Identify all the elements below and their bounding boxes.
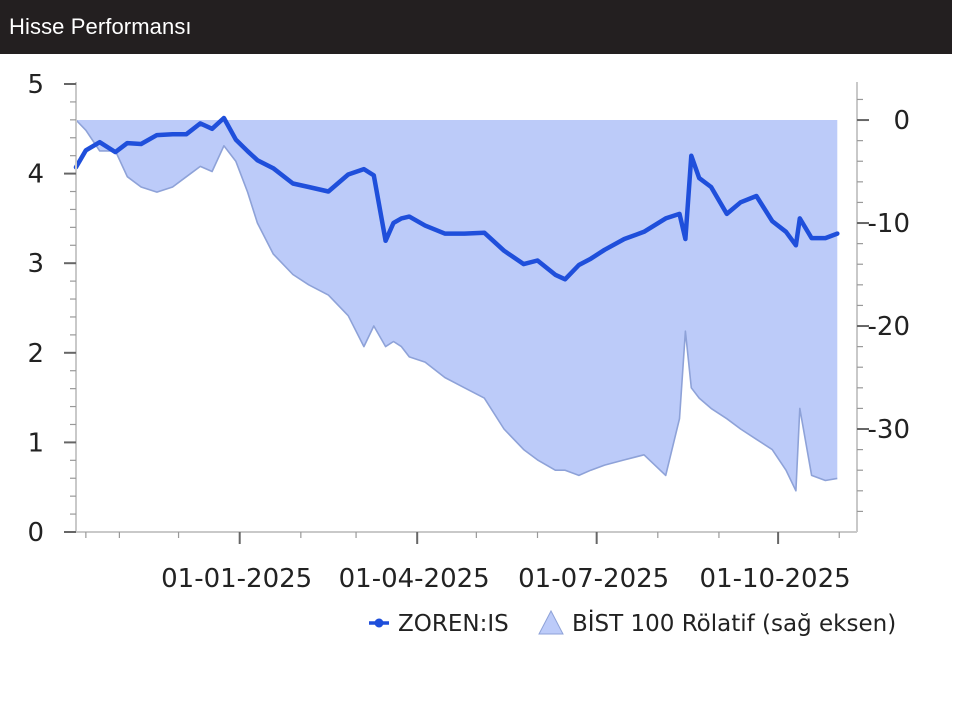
x-tick-label: 01-04-2025 <box>339 564 490 594</box>
performance-chart: 0 1 2 3 4 5 0 -10 -20 -30 01-01-2025 01-04-2025 01-0… <box>27 70 910 637</box>
legend-label-bist100: BİST 100 Rölatif (sağ eksen) <box>572 609 896 637</box>
x-tick-label: 01-01-2025 <box>161 564 312 594</box>
left-tick-label: 4 <box>27 160 44 190</box>
x-tick-label: 01-07-2025 <box>518 564 669 594</box>
left-tick-label: 5 <box>27 70 44 100</box>
x-tick-label: 01-10-2025 <box>700 564 851 594</box>
zoren-price-line <box>73 115 840 282</box>
header-title: Hisse Performansı <box>9 14 192 39</box>
legend-label-zoren: ZOREN:IS <box>398 611 509 637</box>
right-tick-label: -30 <box>868 415 910 445</box>
legend-line-marker <box>374 618 384 628</box>
chart-area: 0 1 2 3 4 5 0 -10 -20 -30 01-01-2025 01-04-2025 01-0… <box>0 54 960 702</box>
right-tick-label: 0 <box>893 106 910 136</box>
right-tick-label: -10 <box>868 209 910 239</box>
legend-area-swatch <box>538 609 564 635</box>
right-tick-label: -20 <box>868 312 910 342</box>
header-bar: Hisse Performansı <box>0 0 952 54</box>
bist100-relative-edge <box>75 119 838 492</box>
left-tick-label: 2 <box>27 339 44 369</box>
left-tick-label: 1 <box>27 428 44 458</box>
bist100-relative-area <box>76 120 838 491</box>
left-tick-label: 3 <box>27 249 44 279</box>
left-tick-label: 0 <box>27 518 44 548</box>
